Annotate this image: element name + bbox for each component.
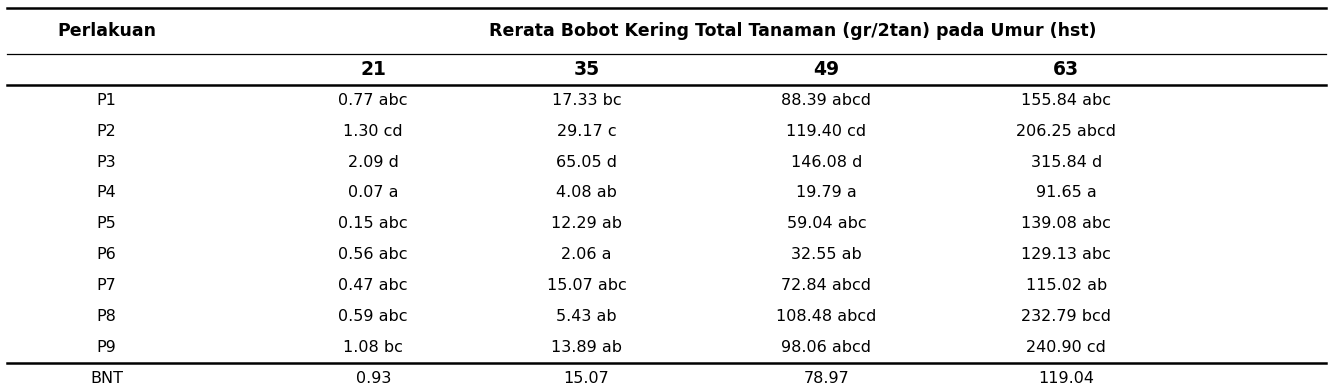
Text: 2.09 d: 2.09 d xyxy=(348,155,399,169)
Text: 98.06 abcd: 98.06 abcd xyxy=(781,340,872,355)
Text: Rerata Bobot Kering Total Tanaman (gr/2tan) pada Umur (hst): Rerata Bobot Kering Total Tanaman (gr/2t… xyxy=(489,22,1097,40)
Text: 155.84 abc: 155.84 abc xyxy=(1021,93,1112,108)
Text: 13.89 ab: 13.89 ab xyxy=(551,340,623,355)
Text: 129.13 abc: 129.13 abc xyxy=(1021,247,1112,262)
Text: 63: 63 xyxy=(1053,60,1080,79)
Text: P6: P6 xyxy=(97,247,116,262)
Text: 206.25 abcd: 206.25 abcd xyxy=(1016,124,1117,139)
Text: 12.29 ab: 12.29 ab xyxy=(551,217,623,231)
Text: 0.59 abc: 0.59 abc xyxy=(339,309,408,324)
Text: P1: P1 xyxy=(97,93,116,108)
Text: P3: P3 xyxy=(97,155,116,169)
Text: 19.79 a: 19.79 a xyxy=(796,186,857,200)
Text: P5: P5 xyxy=(97,217,116,231)
Text: 0.56 abc: 0.56 abc xyxy=(339,247,408,262)
Text: 146.08 d: 146.08 d xyxy=(790,155,862,169)
Text: 0.07 a: 0.07 a xyxy=(348,186,399,200)
Text: P9: P9 xyxy=(97,340,116,355)
Text: 72.84 abcd: 72.84 abcd xyxy=(781,278,872,293)
Text: 91.65 a: 91.65 a xyxy=(1036,186,1097,200)
Text: 232.79 bcd: 232.79 bcd xyxy=(1021,309,1112,324)
Text: P4: P4 xyxy=(97,186,116,200)
Text: 78.97: 78.97 xyxy=(804,371,849,386)
Text: 15.07: 15.07 xyxy=(564,371,609,386)
Text: 0.15 abc: 0.15 abc xyxy=(339,217,408,231)
Text: 21: 21 xyxy=(360,60,387,79)
Text: 315.84 d: 315.84 d xyxy=(1030,155,1102,169)
Text: P2: P2 xyxy=(97,124,116,139)
Text: 0.77 abc: 0.77 abc xyxy=(339,93,408,108)
Text: 49: 49 xyxy=(813,60,840,79)
Text: 59.04 abc: 59.04 abc xyxy=(786,217,866,231)
Text: BNT: BNT xyxy=(91,371,123,386)
Text: 119.40 cd: 119.40 cd xyxy=(786,124,866,139)
Text: 35: 35 xyxy=(573,60,600,79)
Text: 1.30 cd: 1.30 cd xyxy=(344,124,403,139)
Text: 115.02 ab: 115.02 ab xyxy=(1026,278,1106,293)
Text: Perlakuan: Perlakuan xyxy=(57,22,156,40)
Text: 2.06 a: 2.06 a xyxy=(561,247,612,262)
Text: 32.55 ab: 32.55 ab xyxy=(790,247,862,262)
Text: 17.33 bc: 17.33 bc xyxy=(552,93,621,108)
Text: 88.39 abcd: 88.39 abcd xyxy=(781,93,872,108)
Text: 29.17 c: 29.17 c xyxy=(557,124,616,139)
Text: P8: P8 xyxy=(97,309,116,324)
Text: 15.07 abc: 15.07 abc xyxy=(547,278,627,293)
Text: 1.08 bc: 1.08 bc xyxy=(344,340,403,355)
Text: 108.48 abcd: 108.48 abcd xyxy=(776,309,877,324)
Text: 4.08 ab: 4.08 ab xyxy=(556,186,617,200)
Text: 65.05 d: 65.05 d xyxy=(556,155,617,169)
Text: 5.43 ab: 5.43 ab xyxy=(556,309,617,324)
Text: 119.04: 119.04 xyxy=(1038,371,1094,386)
Text: 0.47 abc: 0.47 abc xyxy=(339,278,408,293)
Text: 0.93: 0.93 xyxy=(356,371,391,386)
Text: 139.08 abc: 139.08 abc xyxy=(1021,217,1112,231)
Text: 240.90 cd: 240.90 cd xyxy=(1026,340,1106,355)
Text: P7: P7 xyxy=(97,278,116,293)
